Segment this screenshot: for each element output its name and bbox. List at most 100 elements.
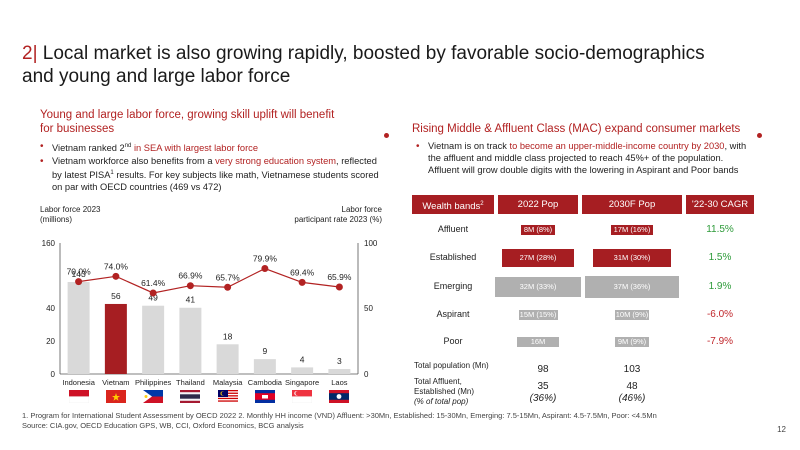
band-label-emerging: Emerging bbox=[433, 281, 473, 291]
header-wealth-bands: Wealth bands2 bbox=[412, 195, 494, 214]
y-left-tick-label: 0 bbox=[51, 370, 56, 379]
participation-rate-label: 61.4% bbox=[141, 278, 166, 288]
right-bullets: Vietnam is on track to become an upper-m… bbox=[416, 141, 751, 177]
cagr-value: 1.5% bbox=[708, 252, 732, 263]
pop-2030-box: 31M (30%) bbox=[593, 248, 671, 268]
mac-2030: 48 (46%) bbox=[618, 381, 646, 404]
participation-rate-point bbox=[112, 272, 120, 280]
footnote-source: Source: CIA.gov, OECD Education GPS, WB,… bbox=[22, 420, 304, 430]
header-2022-pop: 2022 Pop bbox=[498, 195, 578, 214]
x-tick-label: Laos bbox=[331, 378, 348, 387]
divider-dot-left bbox=[384, 133, 389, 138]
cambodia-flag bbox=[254, 390, 275, 403]
participation-rate-point bbox=[298, 278, 306, 286]
cagr-value: 11.5% bbox=[706, 224, 734, 235]
bar-value-label: 49 bbox=[148, 293, 158, 303]
section-number: 2| bbox=[22, 43, 38, 64]
band-label-affluent: Affluent bbox=[437, 224, 469, 234]
left-bullets: Vietnam ranked 2nd in SEA with largest l… bbox=[40, 141, 385, 194]
footnote-1: 1. Program for International Student Ass… bbox=[22, 411, 657, 420]
indonesia-flag bbox=[68, 390, 89, 404]
mac-label: Total Affluent, Established (Mn) (% of t… bbox=[414, 377, 475, 406]
participation-rate-label: 65.9% bbox=[327, 272, 352, 282]
participation-rate-point bbox=[75, 278, 83, 286]
x-tick-label: Indonesia bbox=[62, 378, 95, 387]
x-tick-label: Vietnam bbox=[102, 378, 129, 387]
malaysia-flag bbox=[217, 390, 238, 403]
bar-vietnam bbox=[104, 303, 127, 374]
bar-value-label: 18 bbox=[223, 331, 233, 341]
bar-value-label: 56 bbox=[111, 291, 121, 301]
header-cagr: '22-30 CAGR bbox=[686, 195, 754, 214]
cagr-value: 1.9% bbox=[708, 281, 732, 292]
singapore-flag bbox=[291, 390, 313, 404]
y-right-tick-label: 0 bbox=[364, 370, 369, 379]
y-left-tick-label: 40 bbox=[46, 304, 55, 313]
cagr-value: -7.9% bbox=[706, 336, 734, 347]
cagr-value: -6.0% bbox=[706, 309, 734, 320]
pop-2022-box: 32M (33%) bbox=[495, 276, 581, 298]
participation-rate-label: 79.9% bbox=[253, 254, 278, 264]
bar-value-label: 9 bbox=[263, 346, 268, 356]
bar-value-label: 3 bbox=[337, 356, 342, 366]
total-2022: 98 bbox=[537, 364, 549, 375]
mac-2022: 35 (36%) bbox=[529, 381, 557, 404]
pop-2030-box: 17M (16%) bbox=[611, 225, 653, 235]
y-right-tick-label: 50 bbox=[364, 304, 373, 313]
bar-philippines bbox=[142, 305, 165, 374]
page-title: 2| Local market is also growing rapidly,… bbox=[22, 42, 722, 88]
bar-laos bbox=[328, 369, 351, 374]
header-2030-pop: 2030F Pop bbox=[582, 195, 682, 214]
participation-rate-label: 74.0% bbox=[104, 261, 129, 271]
y-left-tick-label: 160 bbox=[42, 239, 56, 248]
bar-cambodia bbox=[253, 359, 276, 374]
pop-2030-box: 37M (36%) bbox=[585, 275, 679, 299]
bar-value-label: 41 bbox=[186, 295, 196, 305]
x-tick-label: Singapore bbox=[285, 378, 319, 387]
pop-2022-box: 15M (15%) bbox=[518, 310, 558, 320]
participation-rate-label: 70.0% bbox=[67, 267, 92, 277]
pop-2022-box: 8M (8%) bbox=[521, 225, 555, 235]
participation-rate-line bbox=[78, 267, 340, 294]
left-bullet-2: Vietnam workforce also benefits from a v… bbox=[40, 156, 385, 193]
y-right-axis-title: Labor force participant rate 2023 (%) bbox=[294, 205, 382, 224]
participation-rate-point bbox=[186, 282, 194, 290]
participation-rate-label: 66.9% bbox=[178, 271, 203, 281]
participation-rate-label: 65.7% bbox=[216, 272, 241, 282]
right-bullet-1: Vietnam is on track to become an upper-m… bbox=[416, 141, 751, 176]
pop-2022-box: 27M (28%) bbox=[501, 249, 575, 267]
y-left-tick-label: 20 bbox=[46, 337, 55, 346]
pop-2030-box: 9M (9%) bbox=[615, 337, 649, 347]
left-subtitle: Young and large labor force, growing ski… bbox=[40, 109, 335, 135]
pop-2030-box: 10M (9%) bbox=[615, 310, 649, 320]
bar-value-label: 143 bbox=[72, 269, 86, 279]
participation-rate-point bbox=[335, 283, 343, 291]
divider-dot-right bbox=[757, 133, 762, 138]
footnotes: 1. Program for International Student Ass… bbox=[22, 411, 762, 430]
x-tick-label: Cambodia bbox=[248, 378, 283, 387]
page-number: 12 bbox=[777, 425, 786, 434]
bar-value-label: 4 bbox=[300, 354, 305, 364]
thailand-flag bbox=[180, 390, 201, 403]
participation-rate-label: 69.4% bbox=[290, 267, 315, 277]
x-tick-label: Thailand bbox=[176, 378, 205, 387]
participation-rate-point bbox=[261, 265, 269, 273]
participation-rate-point bbox=[149, 289, 157, 297]
bar-singapore bbox=[291, 367, 314, 374]
x-tick-label: Philippines bbox=[135, 378, 172, 387]
right-subtitle: Rising Middle & Affluent Class (MAC) exp… bbox=[412, 123, 741, 135]
laos-flag bbox=[329, 390, 350, 403]
bar-indonesia bbox=[67, 282, 90, 374]
participation-rate-point bbox=[224, 283, 232, 291]
band-label-aspirant: Aspirant bbox=[436, 309, 470, 319]
philippines-flag bbox=[143, 390, 164, 403]
left-bullet-1: Vietnam ranked 2nd in SEA with largest l… bbox=[40, 141, 385, 155]
vietnam-flag bbox=[105, 390, 126, 403]
x-tick-label: Malaysia bbox=[213, 378, 243, 387]
total-pop-label: Total population (Mn) bbox=[414, 361, 489, 370]
y-right-tick-label: 100 bbox=[364, 239, 378, 248]
band-label-poor: Poor bbox=[443, 336, 463, 346]
band-label-established: Established bbox=[429, 252, 477, 262]
y-left-axis-title: Labor force 2023 (millions) bbox=[40, 205, 101, 224]
